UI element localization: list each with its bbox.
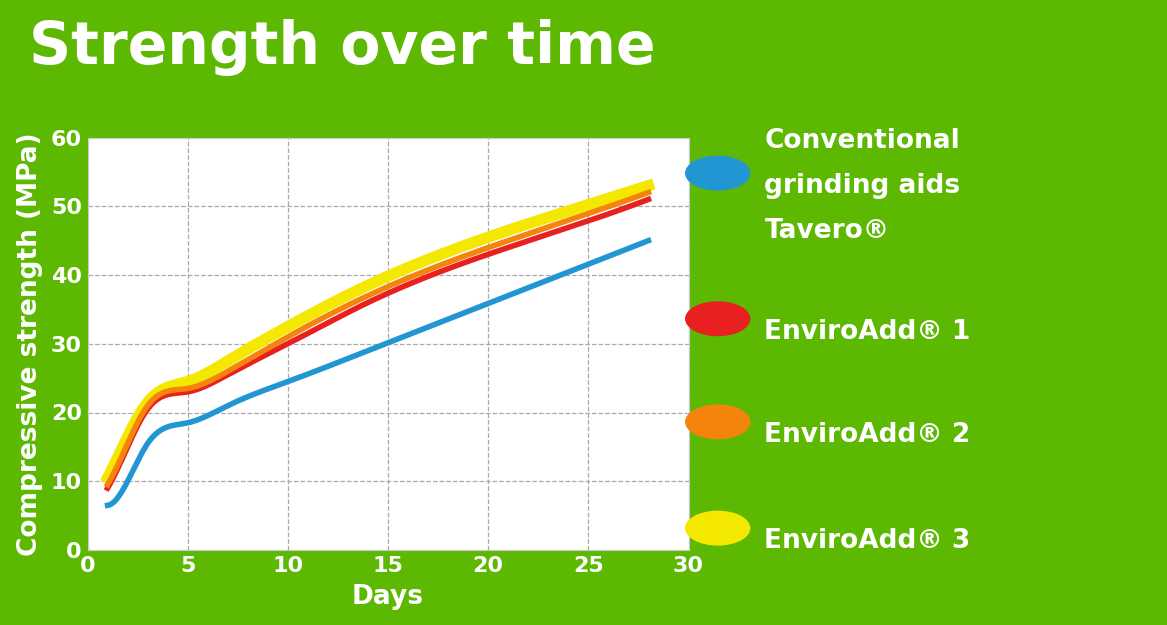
Text: Tavero®: Tavero®: [764, 218, 889, 244]
Text: grinding aids: grinding aids: [764, 173, 960, 199]
Text: EnviroAdd® 2: EnviroAdd® 2: [764, 422, 971, 448]
Text: EnviroAdd® 1: EnviroAdd® 1: [764, 319, 971, 345]
Y-axis label: Compressive strength (MPa): Compressive strength (MPa): [16, 132, 42, 556]
Text: EnviroAdd® 3: EnviroAdd® 3: [764, 528, 971, 554]
Text: Conventional: Conventional: [764, 128, 960, 154]
Text: Strength over time: Strength over time: [29, 19, 656, 76]
X-axis label: Days: Days: [352, 584, 424, 610]
